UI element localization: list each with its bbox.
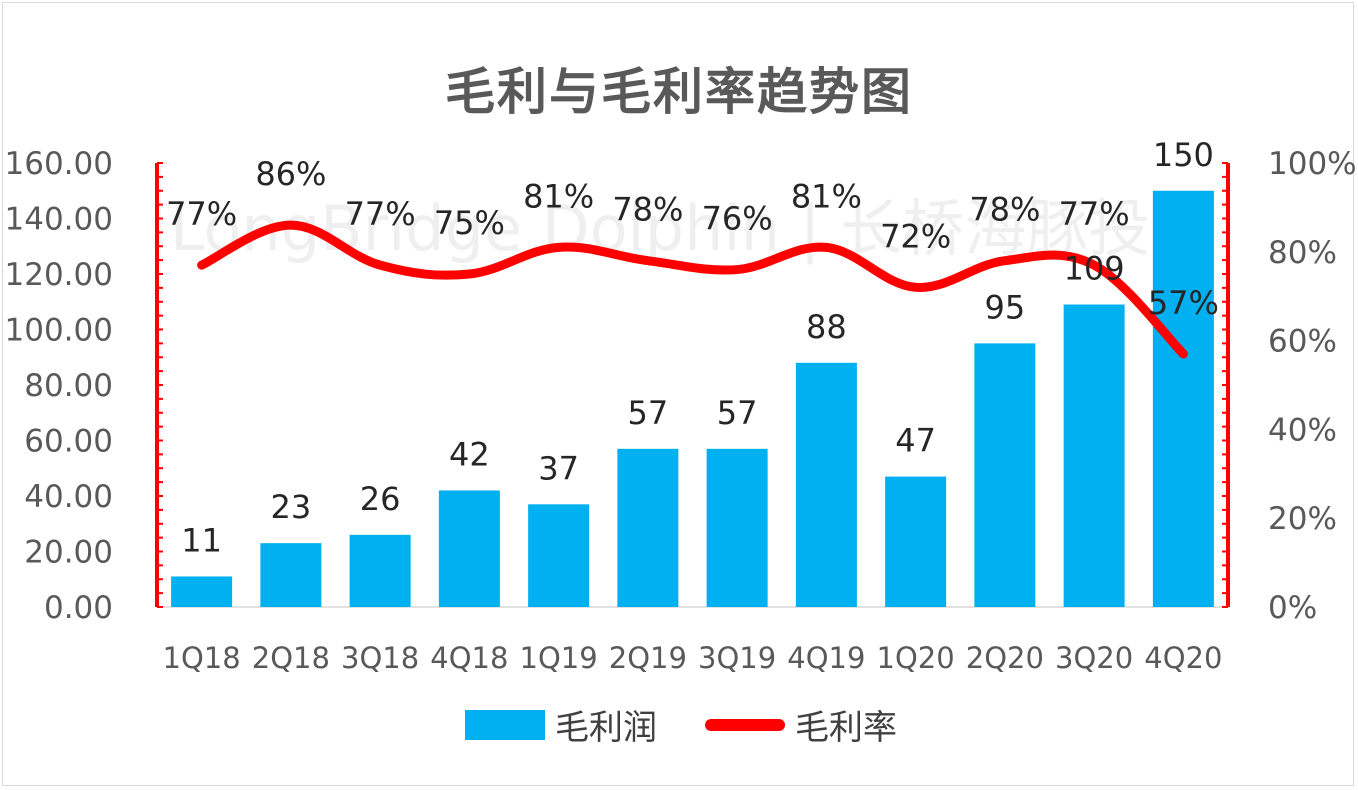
line-data-label: 77% [345,195,416,233]
bar [1152,190,1214,607]
y-left-tick-label: 80.00 [24,368,113,404]
bar [974,343,1036,607]
y-left-tick-label: 160.00 [5,146,113,182]
bar-data-label: 57 [628,394,669,432]
bar-data-label: 37 [538,449,579,487]
x-tick-label: 1Q18 [163,641,241,675]
bar [1063,304,1125,607]
bar [706,448,768,607]
line-data-label: 77% [1059,195,1130,233]
x-tick-label: 2Q18 [252,641,330,675]
x-tick-label: 3Q20 [1055,641,1133,675]
legend-label-gross-profit: 毛利润 [555,708,657,748]
bar-data-label: 150 [1153,136,1214,174]
y-left-tick-label: 0.00 [44,590,113,626]
y-right-tick-label: 0% [1268,590,1317,626]
x-tick-label: 4Q19 [787,641,865,675]
line-data-label: 75% [434,204,505,242]
bar [885,476,947,607]
x-tick-label: 3Q19 [698,641,776,675]
bar-data-label: 26 [360,480,401,518]
legend: 毛利润 毛利率 [0,700,1358,750]
bar [795,362,857,607]
y-left-tick-label: 100.00 [5,313,113,349]
bar-data-label: 47 [895,422,936,460]
bar [438,490,500,607]
y-right-tick-label: 60% [1268,324,1337,360]
line-data-label: 86% [255,155,326,193]
bar [171,576,233,607]
legend-item-gross-margin: 毛利率 [705,700,897,749]
y-left-tick-label: 20.00 [24,535,113,571]
line-data-label: 57% [1148,284,1219,322]
legend-swatch-bar [465,709,545,740]
legend-item-gross-profit: 毛利润 [465,700,657,749]
x-tick-label: 1Q19 [520,641,598,675]
y-left-tick-label: 40.00 [24,479,113,515]
y-right-tick-label: 20% [1268,501,1337,537]
x-tick-label: 2Q20 [966,641,1044,675]
legend-swatch-line [705,718,785,731]
bar [617,448,679,607]
gross-margin-line [197,220,1188,359]
bar-data-label: 23 [271,488,312,526]
y-right-tick-label: 40% [1268,412,1337,448]
bar-data-label: 42 [449,435,490,473]
y-left-tick-label: 120.00 [5,257,113,293]
y-right-tick-label: 80% [1268,235,1337,271]
bar [260,543,322,607]
bar [528,504,590,607]
bar-data-label: 109 [1064,250,1125,288]
x-tick-label: 2Q19 [609,641,687,675]
bar-data-label: 88 [806,308,847,346]
x-tick-label: 4Q20 [1144,641,1222,675]
x-tick-label: 3Q18 [341,641,419,675]
y-left-tick-label: 60.00 [24,424,113,460]
line-data-label: 81% [523,177,594,215]
bar [349,534,411,607]
legend-label-gross-margin: 毛利率 [795,708,897,748]
x-tick-label: 1Q20 [877,641,955,675]
chart-title: 毛利与毛利率趋势图 [445,63,913,121]
line-data-label: 76% [702,200,773,238]
y-right-tick-label: 100% [1268,146,1357,182]
bar-data-label: 57 [717,394,758,432]
bar-data-label: 95 [985,288,1026,326]
line-data-label: 78% [969,191,1040,229]
bar-data-label: 11 [181,521,222,559]
y-left-tick-label: 140.00 [5,202,113,238]
x-tick-label: 4Q18 [430,641,508,675]
line-data-label: 81% [791,177,862,215]
line-data-label: 78% [612,191,683,229]
line-data-label: 72% [880,217,951,255]
line-data-label: 77% [166,195,237,233]
